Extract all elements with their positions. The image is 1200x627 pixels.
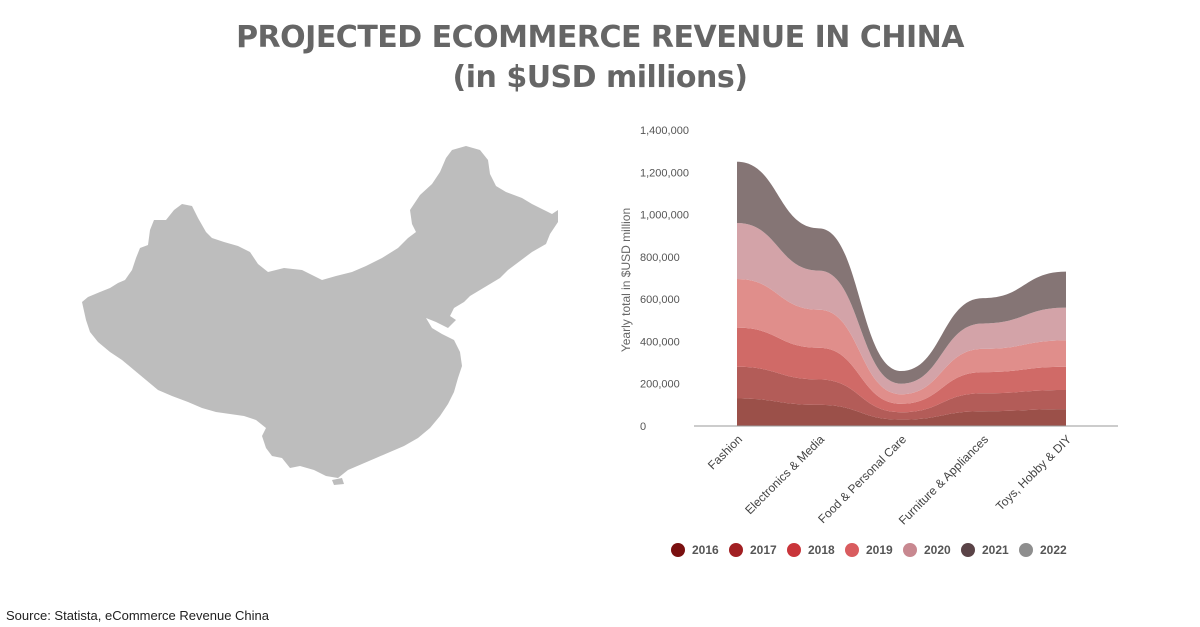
y-tick-label: 800,000: [640, 252, 680, 264]
legend-swatch: [903, 543, 917, 557]
legend-swatch: [729, 543, 743, 557]
legend-swatch: [845, 543, 859, 557]
legend-swatch: [961, 543, 975, 557]
legend-item-2020: 2020: [903, 543, 951, 557]
area-series-2017: [737, 366, 1066, 420]
legend-swatch: [1019, 543, 1033, 557]
area-series-2019: [737, 279, 1066, 404]
y-tick-label: 600,000: [640, 294, 680, 306]
chart-canvas: 0 200,000 400,000 600,000 800,000 1,000,000 1,…: [619, 125, 1118, 557]
x-category-label: Furniture & Appliances: [896, 432, 991, 527]
legend-swatch: [787, 543, 801, 557]
y-tick-label: 1,400,000: [640, 125, 689, 137]
y-axis-label: Yearly total in $USD million: [619, 208, 633, 352]
source-note: Source: Statista, eCommerce Revenue Chin…: [6, 608, 270, 623]
y-tick-label: 1,000,000: [640, 210, 689, 222]
area-series-2018: [737, 327, 1066, 413]
title-line-1: PROJECTED ECOMMERCE REVENUE IN CHINA: [236, 20, 964, 55]
title-line-2: (in $USD millions): [452, 60, 748, 95]
area-series-2020: [737, 223, 1066, 395]
y-tick-label: 200,000: [640, 379, 680, 391]
legend-label: 2018: [808, 543, 835, 557]
legend-label: 2019: [866, 543, 893, 557]
x-category-label: Electronics & Media: [742, 432, 827, 517]
legend-label: 2016: [692, 543, 719, 557]
legend-label: 2017: [750, 543, 777, 557]
legend-label: 2021: [982, 543, 1009, 557]
x-category-label: Toys, Hobby & DIY: [993, 432, 1074, 513]
legend-item-2016: 2016: [671, 543, 719, 557]
legend-label: 2022: [1040, 543, 1067, 557]
legend: 2016 2017 2018 2019 2020 2021 2022: [671, 543, 1067, 557]
legend-item-2022: 2022: [1019, 543, 1067, 557]
china-map: [70, 140, 570, 485]
x-category-label: Fashion: [705, 432, 745, 472]
area-layer: [737, 161, 1066, 426]
y-tick-label: 0: [640, 421, 646, 433]
stacked-area-chart: 0 200,000 400,000 600,000 800,000 1,000,000 1,…: [600, 110, 1200, 590]
area-series-2016: [737, 398, 1066, 426]
y-axis-ticks: 0 200,000 400,000 600,000 800,000 1,000,000 1,…: [640, 125, 689, 433]
legend-item-2017: 2017: [729, 543, 777, 557]
y-tick-label: 1,200,000: [640, 167, 689, 179]
legend-item-2018: 2018: [787, 543, 835, 557]
china-map-shape: [82, 146, 558, 485]
legend-swatch: [671, 543, 685, 557]
legend-label: 2020: [924, 543, 951, 557]
area-series-2021: [737, 161, 1066, 384]
legend-item-2021: 2021: [961, 543, 1009, 557]
legend-item-2019: 2019: [845, 543, 893, 557]
y-tick-label: 400,000: [640, 336, 680, 348]
x-category-label: Food & Personal Care: [815, 432, 909, 526]
page-title: PROJECTED ECOMMERCE REVENUE IN CHINA (in…: [0, 18, 1200, 98]
